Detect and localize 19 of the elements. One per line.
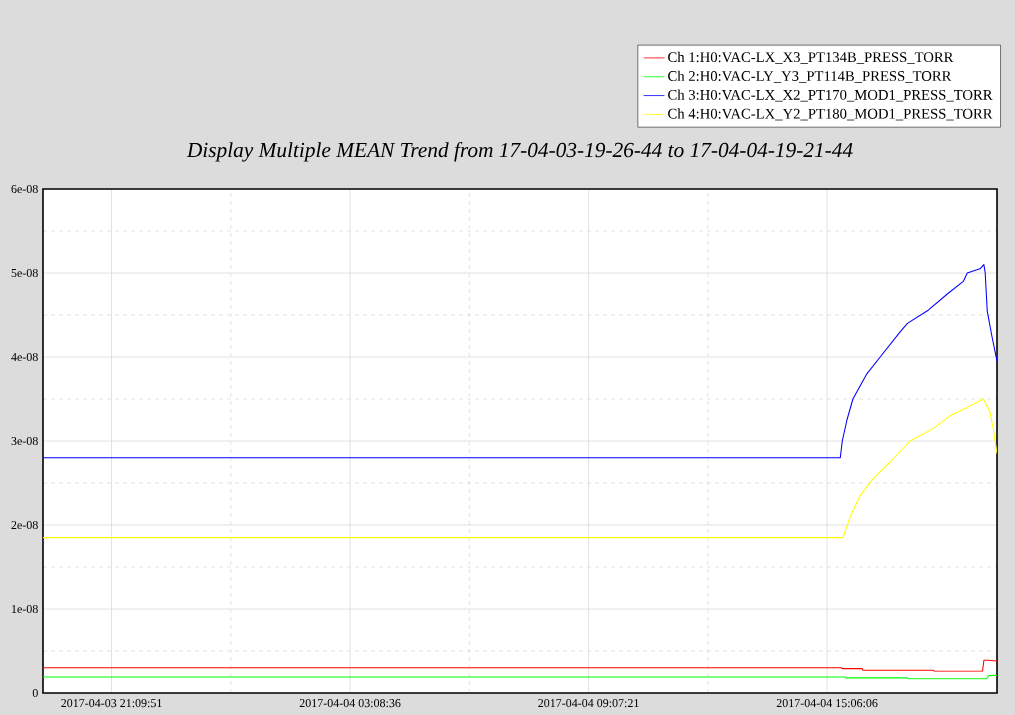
x-tick-label: 2017-04-04 09:07:21 (538, 699, 639, 708)
y-tick-label: 4e-08 (11, 352, 38, 362)
y-tick-label: 0 (32, 688, 38, 698)
legend-label: Ch 4:H0:VAC-LX_Y2_PT180_MOD1_PRESS_TORR (668, 108, 993, 121)
legend-label: Ch 2:H0:VAC-LY_Y3_PT114B_PRESS_TORR (668, 70, 952, 83)
y-tick-label: 2e-08 (11, 520, 38, 530)
line-series (43, 398, 998, 539)
line-series (43, 659, 998, 672)
x-tick-label: 2017-04-03 21:09:51 (61, 699, 162, 708)
line-series (43, 264, 998, 459)
y-tick-label: 1e-08 (12, 604, 38, 614)
y-tick-label: 3e-08 (11, 436, 38, 446)
y-tick-label: 6e-08 (11, 184, 38, 194)
legend-label: Ch 3:H0:VAC-LX_X2_PT170_MOD1_PRESS_TORR (668, 89, 993, 102)
legend-label: Ch 1:H0:VAC-LX_X3_PT134B_PRESS_TORR (668, 51, 954, 64)
y-tick-label: 5e-08 (11, 268, 38, 278)
chart-title: Display Multiple MEAN Trend from 17-04-03-19-26-44 to 17-04-04-19-21-44 (186, 141, 853, 162)
x-tick-label: 2017-04-04 15:06:06 (776, 699, 878, 708)
x-tick-label: 2017-04-04 03:08:36 (299, 699, 401, 708)
